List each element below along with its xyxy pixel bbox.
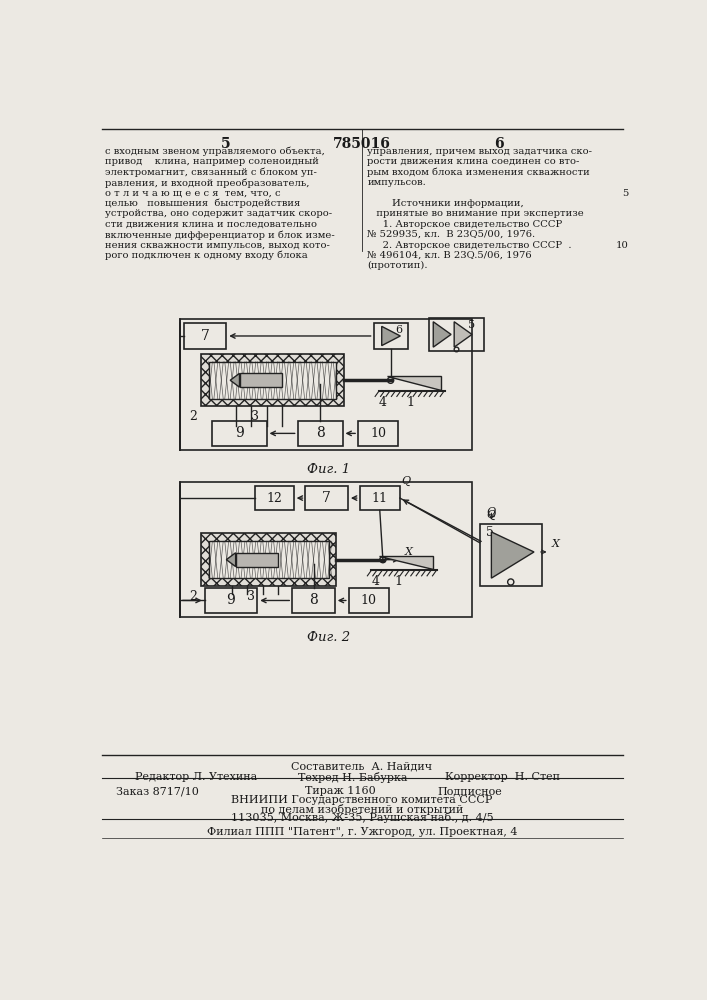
Text: Q: Q bbox=[487, 507, 496, 517]
Polygon shape bbox=[454, 322, 472, 347]
Text: 4: 4 bbox=[379, 396, 387, 409]
Text: 1. Авторское свидетельство СССР: 1. Авторское свидетельство СССР bbox=[368, 220, 563, 229]
Bar bbox=[360, 486, 400, 510]
Bar bbox=[201, 533, 337, 586]
Bar bbox=[292, 588, 335, 613]
Text: равления, и входной преобразователь,: равления, и входной преобразователь, bbox=[105, 178, 310, 188]
Text: 2: 2 bbox=[189, 590, 197, 603]
Text: 8: 8 bbox=[309, 593, 318, 607]
Polygon shape bbox=[379, 556, 433, 569]
Text: включенные дифференциатор и блок изме-: включенные дифференциатор и блок изме- bbox=[105, 230, 335, 240]
Bar bbox=[298, 421, 343, 446]
Text: ВНИИПИ Государственного комитета СССР: ВНИИПИ Государственного комитета СССР bbox=[231, 795, 493, 805]
Polygon shape bbox=[491, 532, 534, 578]
Text: по делам изобретений и открытий: по делам изобретений и открытий bbox=[261, 804, 463, 815]
Text: 6: 6 bbox=[395, 325, 402, 335]
Text: 3: 3 bbox=[251, 410, 259, 423]
Text: Редактор Л. Утехина: Редактор Л. Утехина bbox=[135, 772, 257, 782]
Text: 7: 7 bbox=[201, 329, 209, 343]
Text: 10: 10 bbox=[370, 427, 386, 440]
Text: Тираж 1160: Тираж 1160 bbox=[305, 786, 376, 796]
Bar bbox=[373, 323, 409, 349]
Bar bbox=[180, 482, 472, 617]
Text: Подписное: Подписное bbox=[437, 786, 502, 796]
Polygon shape bbox=[382, 326, 400, 346]
Text: целью   повышения  быстродействия: целью повышения быстродействия bbox=[105, 199, 300, 208]
Text: 5: 5 bbox=[469, 320, 476, 330]
Text: 9: 9 bbox=[227, 593, 235, 607]
Text: 9: 9 bbox=[235, 426, 244, 440]
Text: X: X bbox=[404, 547, 412, 557]
Text: управления, причем выход задатчика ско-: управления, причем выход задатчика ско- bbox=[368, 147, 592, 156]
Text: Составитель  А. Найдич: Составитель А. Найдич bbox=[291, 761, 433, 771]
Bar bbox=[209, 541, 329, 578]
Polygon shape bbox=[433, 322, 451, 347]
Text: 5: 5 bbox=[486, 526, 493, 539]
Bar bbox=[305, 486, 348, 510]
Text: 10: 10 bbox=[616, 241, 629, 250]
Text: (прототип).: (прототип). bbox=[368, 261, 428, 270]
Text: 12: 12 bbox=[267, 492, 282, 505]
Text: 1: 1 bbox=[395, 575, 402, 588]
Text: 1: 1 bbox=[406, 396, 414, 409]
Bar bbox=[255, 486, 293, 510]
Bar bbox=[212, 421, 267, 446]
Text: 5: 5 bbox=[622, 189, 629, 198]
Bar bbox=[429, 318, 484, 351]
Text: 10: 10 bbox=[361, 594, 377, 607]
Text: Фиг. 2: Фиг. 2 bbox=[307, 631, 350, 644]
Text: о т л и ч а ю щ е е с я  тем, что, с: о т л и ч а ю щ е е с я тем, что, с bbox=[105, 189, 281, 198]
Text: с входным звеном управляемого объекта,: с входным звеном управляемого объекта, bbox=[105, 147, 325, 156]
Text: рым входом блока изменения скважности: рым входом блока изменения скважности bbox=[368, 168, 590, 177]
Text: Фиг. 1: Фиг. 1 bbox=[307, 463, 350, 476]
Text: электромагнит, связанный с блоком уп-: электромагнит, связанный с блоком уп- bbox=[105, 168, 317, 177]
Text: 785016: 785016 bbox=[333, 137, 391, 151]
Text: 8: 8 bbox=[316, 426, 325, 440]
Text: устройства, оно содержит задатчик скоро-: устройства, оно содержит задатчик скоро- bbox=[105, 209, 332, 218]
Text: 3: 3 bbox=[247, 590, 255, 603]
Text: 5: 5 bbox=[221, 137, 230, 151]
Bar bbox=[358, 421, 398, 446]
Text: 11: 11 bbox=[372, 492, 387, 505]
Bar bbox=[480, 524, 542, 586]
Bar bbox=[235, 553, 279, 567]
Bar bbox=[184, 323, 226, 349]
Text: 2: 2 bbox=[189, 410, 197, 423]
Text: Филиал ППП "Патент", г. Ужгород, ул. Проектная, 4: Филиал ППП "Патент", г. Ужгород, ул. Про… bbox=[206, 827, 518, 837]
Bar bbox=[204, 588, 257, 613]
Bar bbox=[349, 588, 389, 613]
Text: привод    клина, например соленоидный: привод клина, например соленоидный bbox=[105, 157, 320, 166]
Text: Заказ 8717/10: Заказ 8717/10 bbox=[115, 786, 199, 796]
Text: рого подключен к одному входу блока: рого подключен к одному входу блока bbox=[105, 251, 308, 260]
Text: 7: 7 bbox=[322, 491, 331, 505]
Text: № 496104, кл. В 23Q.5/06, 1976: № 496104, кл. В 23Q.5/06, 1976 bbox=[368, 251, 532, 260]
Text: Источники информации,: Источники информации, bbox=[368, 199, 524, 208]
Bar bbox=[201, 354, 344, 406]
Text: Корректор  Н. Степ: Корректор Н. Степ bbox=[445, 772, 560, 782]
Text: 113035, Москва, Ж-35, Раушская наб., д. 4/5: 113035, Москва, Ж-35, Раушская наб., д. … bbox=[230, 812, 493, 823]
Text: принятые во внимание при экспертизе: принятые во внимание при экспертизе bbox=[368, 209, 584, 218]
Text: рости движения клина соединен со вто-: рости движения клина соединен со вто- bbox=[368, 157, 580, 166]
Text: № 529935, кл.  В 23Q5/00, 1976.: № 529935, кл. В 23Q5/00, 1976. bbox=[368, 230, 535, 239]
Text: сти движения клина и последовательно: сти движения клина и последовательно bbox=[105, 220, 317, 229]
Polygon shape bbox=[387, 376, 441, 389]
Polygon shape bbox=[226, 553, 235, 567]
Text: Техред Н. Бабурка: Техред Н. Бабурка bbox=[298, 772, 407, 783]
Bar bbox=[209, 362, 337, 399]
Text: 2. Авторское свидетельство СССР  .: 2. Авторское свидетельство СССР . bbox=[368, 241, 572, 250]
Text: Q: Q bbox=[487, 510, 496, 520]
Text: импульсов.: импульсов. bbox=[368, 178, 426, 187]
Text: нения скважности импульсов, выход кото-: нения скважности импульсов, выход кото- bbox=[105, 241, 330, 250]
Text: 4: 4 bbox=[371, 575, 379, 588]
Text: 6: 6 bbox=[494, 137, 504, 151]
Polygon shape bbox=[230, 373, 240, 387]
Bar bbox=[180, 319, 472, 450]
Text: X: X bbox=[552, 539, 560, 549]
Bar bbox=[240, 373, 282, 387]
Text: Q: Q bbox=[402, 476, 411, 486]
